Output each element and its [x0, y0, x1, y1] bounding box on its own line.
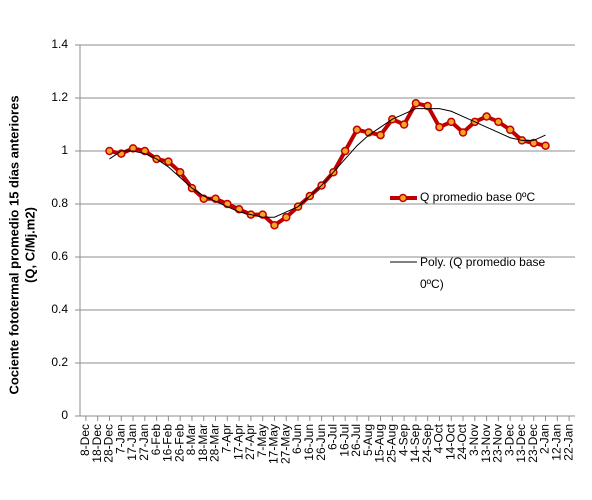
x-tick-label: 6-Feb: [149, 424, 163, 456]
data-point: [458, 128, 468, 137]
x-tick-label: 3-Dec: [502, 424, 516, 456]
y-tick-label: 1.2: [51, 90, 68, 104]
x-tick-label: 17-Apr: [231, 424, 245, 460]
x-tick-label: 7-Apr: [219, 424, 233, 453]
x-tick-label: 8-Dec: [78, 424, 92, 456]
x-tick-label: 2-Jan: [538, 424, 552, 454]
x-tick-label: 3-Nov: [467, 424, 481, 456]
y-axis-title-line: Cociente fototermal promedio 15 días ant…: [6, 95, 21, 394]
data-point: [282, 213, 291, 222]
data-point: [270, 220, 279, 230]
data-point: [164, 157, 173, 166]
x-tick-label: 23-Nov: [491, 424, 505, 463]
x-tick-label: 7-May: [255, 424, 269, 457]
data-point: [128, 144, 138, 153]
x-tick-label: 18-Mar: [196, 424, 210, 462]
x-tick-label: 15-Aug: [373, 424, 387, 463]
data-point: [529, 138, 538, 148]
y-tick-label: 0.2: [51, 355, 68, 369]
x-tick-label: 24-Oct: [455, 423, 469, 460]
y-tick-label: 1: [61, 143, 68, 157]
y-tick-label: 0.8: [51, 196, 68, 210]
x-tick-label: 16-Jun: [302, 424, 316, 461]
x-tick-label: 4-Oct: [432, 423, 446, 453]
y-tick-label: 0: [61, 408, 68, 422]
y-axis-title: Cociente fototermal promedio 15 días ant…: [6, 95, 37, 394]
data-point: [105, 146, 114, 156]
data-point: [505, 125, 515, 135]
x-tick-label: 14-Sep: [408, 424, 422, 463]
y-axis-title-line: (Q, C/Mj.m2): [22, 207, 37, 283]
legend-key-marker: [398, 193, 408, 203]
x-tick-label: 24-Sep: [420, 424, 434, 463]
x-tick-label: 26-Feb: [172, 424, 186, 462]
x-tick-label: 13-Dec: [514, 424, 528, 463]
x-tick-label: 4-Sep: [396, 424, 410, 456]
y-tick-label: 0.4: [51, 302, 68, 316]
data-point: [494, 117, 503, 127]
x-tick-label: 8-Mar: [184, 424, 198, 455]
x-tick-label: 23-Dec: [526, 424, 540, 463]
data-point: [482, 112, 491, 121]
x-tick-label: 26-Jun: [314, 424, 328, 461]
legend-label: Q promedio base 0ºC: [420, 190, 536, 204]
x-tick-label: 22-Jan: [561, 424, 575, 461]
x-tick-label: 16-Feb: [161, 424, 175, 462]
x-tick-label: 5-Aug: [361, 424, 375, 456]
legend-entry: Q promedio base 0ºC: [420, 186, 535, 208]
data-point: [411, 99, 421, 108]
x-tick-label: 17-May: [267, 424, 281, 464]
data-point: [352, 125, 362, 135]
data-point: [447, 117, 456, 127]
data-point: [175, 167, 185, 177]
data-point: [376, 130, 385, 140]
x-tick-label: 6-Jun: [290, 424, 304, 454]
x-tick-label: 28-Mar: [208, 424, 222, 462]
data-point: [435, 122, 444, 132]
data-point: [423, 101, 432, 111]
legend-entry: Poly. (Q promedio base 0ºC): [420, 251, 570, 295]
x-tick-label: 7-Jan: [113, 424, 127, 454]
x-tick-label: 27-Apr: [243, 424, 257, 460]
y-tick-label: 0.6: [51, 249, 68, 263]
data-point: [399, 120, 409, 129]
x-tick-label: 27-Jan: [137, 424, 151, 461]
x-tick-label: 18-Dec: [90, 424, 104, 463]
x-tick-label: 26-Jul: [349, 424, 363, 457]
trend-line: [109, 108, 546, 218]
x-tick-label: 13-Nov: [479, 424, 493, 463]
x-tick-label: 6-Jul: [326, 424, 340, 450]
y-tick-label: 1.4: [51, 37, 68, 51]
data-point: [541, 141, 550, 150]
x-tick-label: 28-Dec: [102, 424, 116, 463]
x-tick-label: 14-Oct: [443, 423, 457, 460]
x-tick-label: 12-Jan: [549, 424, 563, 461]
x-tick-label: 16-Jul: [337, 424, 351, 457]
x-tick-label: 27-May: [278, 424, 292, 464]
data-point: [340, 146, 350, 156]
x-tick-label: 17-Jan: [125, 424, 139, 461]
legend-label: Poly. (Q promedio base 0ºC): [420, 255, 546, 291]
x-tick-label: 25-Aug: [384, 424, 398, 463]
